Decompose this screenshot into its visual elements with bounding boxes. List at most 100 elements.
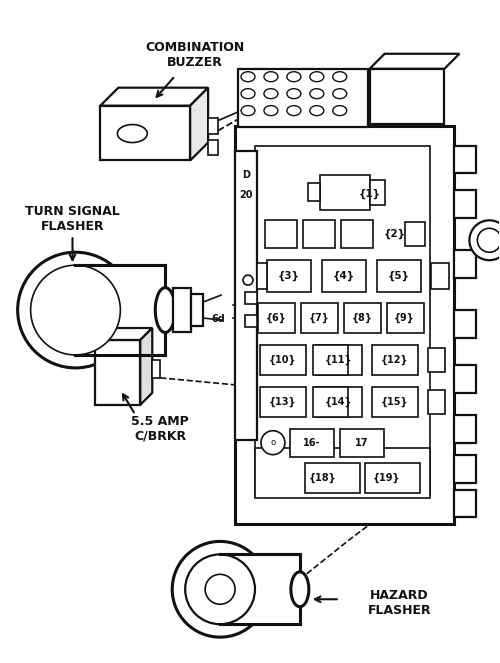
Text: 20: 20 (240, 190, 253, 200)
Bar (313, 345, 348, 375)
Bar (258, 303, 295, 333)
Bar (320, 176, 370, 210)
Bar (208, 117, 218, 133)
Text: 5.5 AMP
C/BRKR: 5.5 AMP C/BRKR (132, 415, 189, 443)
Text: {11}: {11} (325, 355, 352, 365)
Text: 16-: 16- (303, 438, 320, 448)
Bar (454, 415, 476, 443)
Circle shape (470, 220, 500, 260)
Text: 6d: 6d (212, 314, 225, 324)
Bar (208, 139, 218, 156)
Bar (220, 554, 300, 624)
Bar (370, 180, 384, 206)
Bar (255, 448, 430, 497)
Bar (305, 463, 360, 493)
Text: {10}: {10} (269, 355, 296, 365)
Text: {12}: {12} (381, 355, 408, 365)
Ellipse shape (264, 72, 278, 82)
Bar (454, 190, 476, 218)
Bar (344, 303, 380, 333)
Text: {3}: {3} (278, 271, 300, 281)
Bar (152, 360, 160, 378)
Bar (191, 294, 203, 326)
Bar (428, 390, 446, 414)
Text: {5}: {5} (388, 271, 409, 281)
Ellipse shape (264, 105, 278, 115)
Text: o: o (270, 438, 276, 447)
Ellipse shape (291, 572, 309, 607)
Bar (235, 125, 454, 524)
Text: {18}: {18} (309, 473, 336, 483)
Text: {13}: {13} (269, 396, 296, 407)
Ellipse shape (156, 288, 175, 333)
Circle shape (185, 554, 255, 624)
Ellipse shape (118, 125, 148, 143)
Circle shape (30, 265, 120, 355)
Bar (432, 263, 450, 289)
Ellipse shape (310, 72, 324, 82)
Text: COMBINATION
BUZZER: COMBINATION BUZZER (146, 41, 245, 69)
Bar (308, 184, 320, 202)
Text: {1}: {1} (358, 188, 380, 198)
Circle shape (261, 431, 285, 455)
Bar (454, 145, 476, 174)
Circle shape (64, 298, 88, 322)
Bar (322, 260, 366, 292)
Polygon shape (96, 328, 152, 340)
Bar (260, 345, 306, 375)
Bar (173, 288, 191, 332)
Bar (428, 348, 446, 372)
Bar (372, 345, 418, 375)
Bar (340, 220, 372, 248)
Ellipse shape (333, 105, 346, 115)
Bar (316, 387, 362, 417)
Text: TURN SIGNAL
FLASHER: TURN SIGNAL FLASHER (25, 206, 120, 233)
Circle shape (243, 275, 253, 285)
Polygon shape (190, 88, 208, 160)
Bar (370, 69, 444, 123)
Bar (260, 387, 306, 417)
Bar (96, 340, 140, 405)
Text: D: D (242, 170, 250, 180)
Circle shape (18, 252, 134, 368)
Bar (100, 105, 190, 160)
Bar (255, 145, 430, 495)
Bar (386, 303, 424, 333)
Text: {4}: {4} (332, 271, 355, 281)
Ellipse shape (310, 105, 324, 115)
Polygon shape (140, 328, 152, 405)
Text: {8}: {8} (352, 313, 372, 323)
Bar (454, 489, 476, 518)
Text: 17: 17 (355, 438, 368, 448)
Bar (290, 429, 334, 457)
Text: {9}: {9} (394, 313, 415, 323)
Ellipse shape (287, 89, 301, 99)
Bar (267, 260, 311, 292)
Text: {7}: {7} (308, 313, 329, 323)
Ellipse shape (264, 89, 278, 99)
Bar (316, 345, 362, 375)
Ellipse shape (241, 72, 255, 82)
Text: {2}: {2} (384, 229, 406, 239)
Bar (454, 365, 476, 393)
Bar (376, 260, 420, 292)
Bar (301, 303, 338, 333)
Bar (245, 315, 257, 327)
Bar (235, 151, 257, 440)
Ellipse shape (333, 89, 346, 99)
Bar (265, 220, 297, 248)
Bar (76, 265, 165, 355)
Bar (257, 263, 267, 289)
Circle shape (205, 574, 235, 604)
Bar (454, 310, 476, 338)
Bar (245, 292, 257, 304)
Text: {14}: {14} (325, 396, 352, 407)
Ellipse shape (241, 105, 255, 115)
Ellipse shape (241, 89, 255, 99)
Text: {6}: {6} (266, 313, 286, 323)
Bar (454, 455, 476, 483)
Text: {15}: {15} (381, 396, 408, 407)
Ellipse shape (310, 89, 324, 99)
Bar (404, 222, 424, 246)
Circle shape (172, 542, 268, 637)
